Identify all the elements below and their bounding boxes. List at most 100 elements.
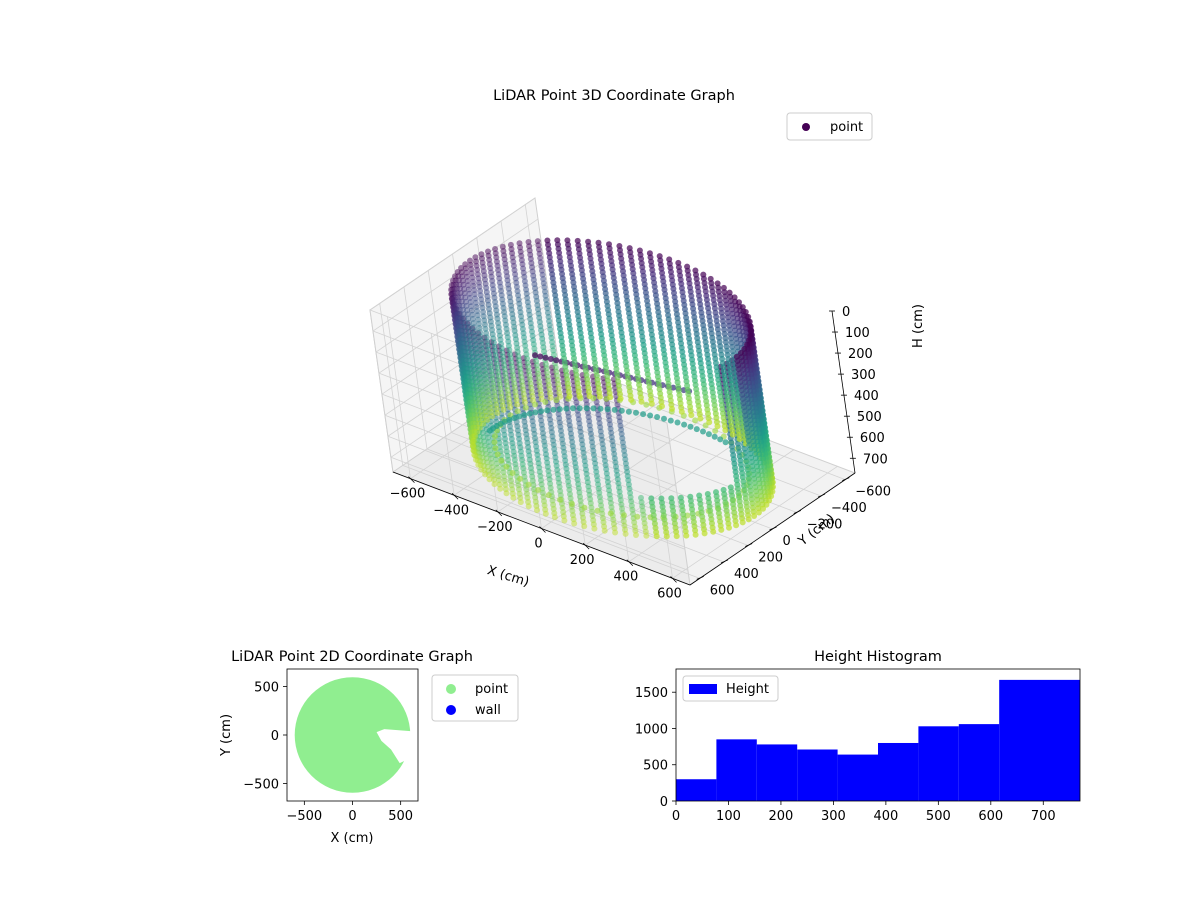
point-3d: [542, 510, 549, 517]
point-cloud-3d: [448, 237, 776, 540]
grid-side-z: [369, 197, 536, 311]
histogram-bar: [918, 726, 959, 801]
histogram-bar: [676, 779, 717, 801]
point-3d: [597, 405, 604, 412]
point-3d: [633, 532, 639, 538]
axis-z-tick-label: 200: [848, 347, 873, 362]
point-3d: [717, 436, 724, 443]
point-3d: [760, 505, 766, 512]
point-3d: [705, 431, 712, 438]
chart-histogram-legend-label: Height: [726, 682, 769, 697]
point-3d: [659, 403, 665, 410]
point-3d: [638, 398, 645, 405]
point-3d: [510, 494, 517, 501]
axis-x-tick-label: −200: [477, 520, 513, 535]
histogram-xtick-label: 700: [1031, 809, 1056, 824]
point-3d: [643, 401, 650, 408]
point-3d: [478, 466, 485, 473]
point-3d: [566, 393, 573, 400]
chart-3d-xlabel: X (cm): [485, 563, 531, 590]
point-3d: [729, 431, 736, 438]
chart-2d-xtick-label: 0: [348, 809, 356, 824]
point-3d: [706, 419, 713, 426]
point-3d: [526, 410, 533, 417]
point-3d: [525, 481, 532, 488]
point-3d: [667, 417, 674, 424]
point-3d: [517, 475, 524, 482]
histogram-xtick-label: 300: [821, 809, 846, 824]
point-3d: [697, 415, 704, 422]
axis-y-tick-label: 0: [783, 534, 791, 549]
point-3d: [640, 411, 647, 418]
axis-z-tick-label: 500: [857, 410, 882, 425]
point-3d: [516, 413, 523, 420]
point-3d: [480, 420, 487, 427]
point-3d: [648, 400, 655, 407]
point-3d: [535, 487, 542, 493]
point-3d: [726, 524, 732, 531]
chart-2d-legend-wall-label: wall: [475, 703, 501, 718]
point-3d: [701, 530, 708, 537]
histogram-ticks: 0 100 200 300 400 500 600 700 0 500 1000 1500: [635, 686, 1056, 824]
chart-3d: −600−400−2000200400600−600−400−200020040…: [369, 88, 926, 601]
axis-x-tick-label: 600: [657, 586, 682, 601]
grid-back-x: [430, 333, 455, 496]
grid-back-z: [390, 456, 689, 571]
grid-side-y: [427, 270, 452, 433]
point-3d: [491, 439, 498, 446]
point-3d: [647, 412, 654, 419]
point-3d: [712, 427, 719, 434]
axis-z-tick-label: 400: [854, 389, 879, 404]
histogram-ytick-label: 500: [643, 759, 668, 774]
histogram-xtick-label: 0: [672, 809, 680, 824]
point-3d: [492, 433, 498, 440]
histogram-bar: [716, 739, 757, 801]
point-3d: [470, 447, 477, 454]
chart-2d-xlabel: X (cm): [331, 831, 374, 846]
axis-y-tick: [769, 526, 777, 531]
point-3d: [557, 496, 563, 503]
chart-2d-points: [294, 677, 418, 793]
histogram-xtick-label: 100: [716, 809, 741, 824]
point-3d: [710, 528, 717, 535]
point-3d: [497, 485, 504, 492]
chart-2d: LiDAR Point 2D Coordinate Graph −500 0 500…: [219, 649, 519, 846]
point-3d: [601, 527, 608, 534]
axis-z-line: [831, 310, 856, 474]
histogram-xtick-label: 600: [978, 809, 1003, 824]
point-3d: [745, 516, 752, 523]
chart-2d-ytick-label: −500: [243, 778, 279, 793]
point-3d: [581, 523, 588, 530]
point-3d: [633, 409, 639, 416]
point-3d: [576, 405, 583, 412]
point-3d: [561, 517, 568, 524]
axis-x-tick: [451, 492, 459, 500]
chart-histogram: Height Histogram 0 100 200 300 400 500 600 7000…: [635, 649, 1081, 824]
point-3d: [586, 393, 593, 400]
point-3d: [739, 519, 746, 526]
point-3d: [733, 522, 740, 529]
axis-x-tick: [539, 526, 546, 533]
histogram-bar: [837, 754, 878, 801]
point-3d: [570, 405, 576, 412]
point-3d: [475, 461, 482, 468]
point-3d: [503, 463, 510, 470]
point-3d: [492, 445, 499, 452]
point-3d: [532, 409, 539, 416]
point-3d: [470, 437, 477, 444]
point-3d: [494, 451, 501, 458]
chart-2d-scatter: [294, 677, 418, 793]
chart-2d-xtick-label: 500: [388, 809, 413, 824]
point-3d: [714, 423, 721, 430]
point-3d: [509, 470, 516, 476]
point-3d: [628, 396, 635, 403]
point-3d: [674, 419, 681, 426]
point-3d: [489, 413, 496, 420]
point-3d: [681, 421, 688, 428]
point-3d: [751, 513, 758, 519]
histogram-ytick-label: 0: [660, 795, 668, 810]
chart-histogram-legend-box: [682, 675, 779, 702]
point-3d: [617, 395, 624, 402]
axis-y-tick-label: 600: [710, 583, 735, 598]
chart-3d-legend-label: point: [830, 120, 863, 135]
